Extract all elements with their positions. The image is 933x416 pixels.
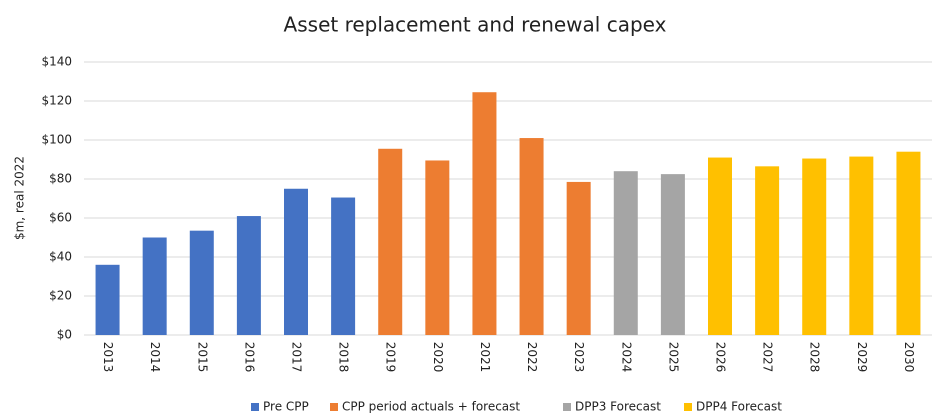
bar — [378, 148, 403, 335]
chart-title: Asset replacement and renewal capex — [284, 13, 667, 37]
bar — [189, 230, 214, 335]
legend-swatch — [251, 403, 259, 411]
x-tick-label: 2020 — [431, 342, 445, 373]
bar — [519, 138, 544, 335]
legend-swatch — [330, 403, 338, 411]
x-tick-label: 2016 — [242, 342, 256, 373]
legend-label: DPP4 Forecast — [696, 400, 782, 414]
legend-label: DPP3 Forecast — [575, 400, 661, 414]
bar — [331, 197, 356, 335]
x-tick-label: 2029 — [855, 342, 869, 373]
bar — [425, 160, 450, 335]
bar — [142, 237, 167, 335]
legend-swatch — [563, 403, 571, 411]
x-tick-label: 2026 — [714, 342, 728, 373]
bar — [802, 158, 827, 335]
bar — [660, 174, 685, 335]
x-tick-label: 2018 — [337, 342, 351, 373]
bar — [613, 171, 638, 335]
legend-swatch — [684, 403, 692, 411]
x-tick-label: 2014 — [148, 342, 162, 373]
bar — [95, 264, 120, 335]
bar — [566, 181, 591, 335]
y-tick-label: $60 — [49, 211, 72, 225]
legend-label: CPP period actuals + forecast — [342, 400, 520, 414]
x-tick-label: 2015 — [195, 342, 209, 373]
x-tick-label: 2024 — [619, 342, 633, 373]
x-tick-label: 2030 — [902, 342, 916, 373]
y-tick-label: $120 — [41, 94, 72, 108]
bar — [236, 216, 261, 335]
y-axis-label: $m, real 2022 — [13, 156, 27, 240]
x-tick-label: 2017 — [290, 342, 304, 373]
x-tick-label: 2013 — [101, 342, 115, 373]
x-tick-label: 2021 — [478, 342, 492, 373]
bar — [708, 157, 732, 335]
x-tick-label: 2022 — [525, 342, 539, 373]
x-tick-label: 2019 — [384, 342, 398, 373]
y-tick-label: $140 — [41, 55, 72, 69]
x-tick-label: 2023 — [572, 342, 586, 373]
y-tick-label: $100 — [41, 133, 72, 147]
bar — [472, 92, 497, 335]
bar — [284, 188, 308, 335]
legend-label: Pre CPP — [263, 400, 309, 414]
bar — [755, 166, 780, 335]
x-tick-label: 2028 — [808, 342, 822, 373]
y-tick-label: $20 — [49, 289, 72, 303]
bar — [896, 151, 921, 335]
x-tick-label: 2027 — [761, 342, 775, 373]
y-tick-label: $80 — [49, 172, 72, 186]
y-tick-label: $0 — [57, 328, 72, 342]
bar — [849, 156, 874, 335]
x-tick-label: 2025 — [666, 342, 680, 373]
y-tick-label: $40 — [49, 250, 72, 264]
